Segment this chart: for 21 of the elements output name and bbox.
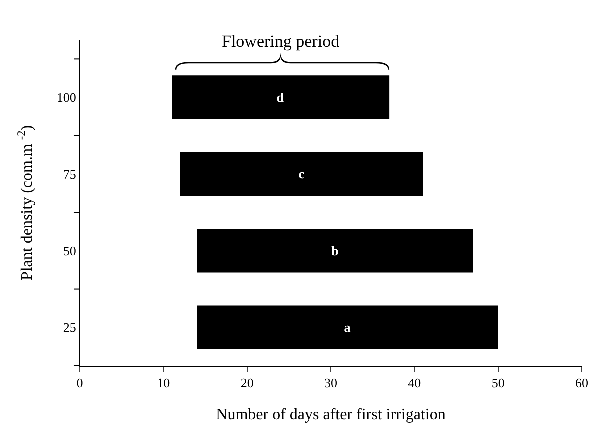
y-tick-label: 100 <box>56 90 76 106</box>
x-tick-label: 0 <box>76 376 84 391</box>
data-label: c <box>298 166 305 182</box>
bar <box>197 229 474 273</box>
x-axis-title: Number of days after first irrigation <box>216 406 446 424</box>
data-label: d <box>276 90 285 106</box>
x-tick-label: 50 <box>492 376 505 391</box>
annotation: Flowering period <box>222 32 340 51</box>
x-tick-label: 60 <box>576 376 588 391</box>
x-tick-label: 20 <box>240 376 254 391</box>
bar <box>197 306 498 350</box>
data-label: b <box>332 243 339 258</box>
y-tick-label: 75 <box>63 166 76 182</box>
x-tick-label: 40 <box>408 376 422 391</box>
bar <box>172 76 390 120</box>
bar <box>180 152 424 196</box>
x-tick-label: 30 <box>324 376 338 391</box>
y-tick-label: 25 <box>63 320 76 336</box>
x-tick-label: 10 <box>157 376 170 391</box>
data-label: a <box>344 320 352 336</box>
y-tick-label: 50 <box>63 243 76 258</box>
